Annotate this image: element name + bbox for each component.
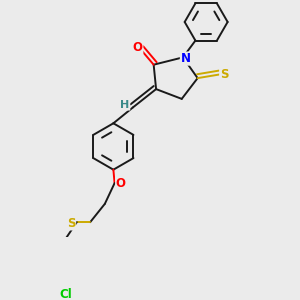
Text: O: O (116, 177, 126, 190)
Text: O: O (133, 41, 143, 54)
Text: H: H (121, 100, 130, 110)
Text: Cl: Cl (59, 288, 72, 300)
Text: N: N (180, 52, 190, 65)
Text: S: S (220, 68, 228, 81)
Text: S: S (67, 217, 76, 230)
